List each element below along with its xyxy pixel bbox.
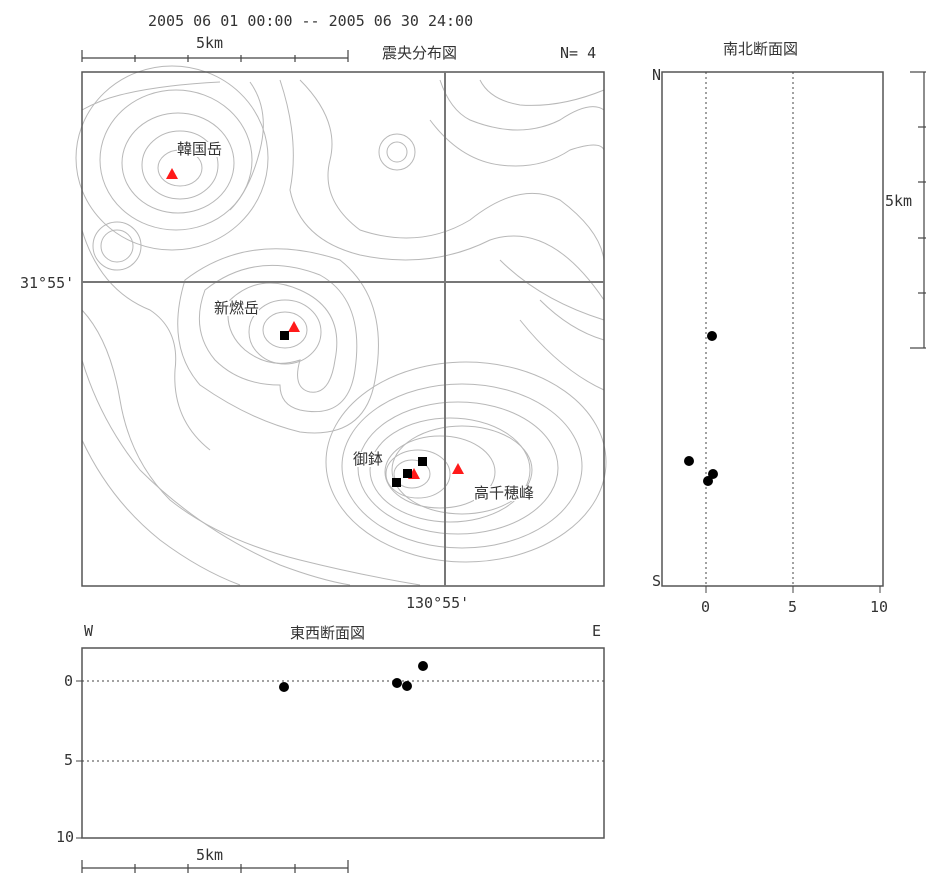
ns-section-title: 南北断面図: [723, 40, 799, 58]
ew-hypocenter: [402, 681, 412, 691]
map-scale-bar: [81, 50, 349, 62]
ew-hypocenter: [418, 661, 428, 671]
ew-y-tick: 10: [56, 828, 75, 846]
ew-west-label: W: [84, 622, 94, 640]
ew-hypocenter: [392, 678, 402, 688]
volcano-label-ohachi: 御鉢: [353, 450, 384, 468]
longitude-label: 130°55': [406, 594, 470, 612]
ns-south-label: S: [652, 572, 662, 590]
ew-y-tick: 0: [64, 672, 74, 690]
epicenter-marker: [403, 469, 412, 478]
map-title: 震央分布図: [382, 44, 458, 62]
volcano-label-takachiho: 高千穂峰: [474, 484, 535, 502]
volcano-marker-karakunidake: [166, 168, 178, 179]
volcano-label-karakunidake: 韓国岳: [177, 140, 223, 158]
ns-hypocenter: [684, 456, 694, 466]
volcano-marker-takachiho: [452, 463, 464, 474]
volcano-marker-shinmoedake: [288, 321, 300, 332]
ns-hypocenter: [708, 469, 718, 479]
event-count: N= 4: [560, 44, 597, 62]
ew-section-title: 東西断面図: [290, 624, 366, 642]
ns-x-tick: 10: [870, 598, 889, 616]
ns-north-label: N: [652, 66, 662, 84]
ew-scale-label: 5km: [196, 846, 224, 864]
ns-hypocenter: [703, 476, 713, 486]
ns-scale-bar: [910, 71, 926, 349]
ns-x-tick: 0: [701, 598, 711, 616]
map-frame: [81, 71, 605, 587]
ns-scale-label: 5km: [885, 192, 913, 210]
ew-y-tick: 5: [64, 751, 74, 769]
latitude-label: 31°55': [20, 274, 75, 292]
ew-east-label: E: [592, 622, 602, 640]
ns-x-tick: 5: [788, 598, 798, 616]
ew-section-plot: [76, 647, 605, 839]
epicenter-marker: [418, 457, 427, 466]
epicenter-marker: [392, 478, 401, 487]
volcano-label-shinmoedake: 新燃岳: [214, 299, 260, 317]
map-scale-label: 5km: [196, 34, 224, 52]
ns-hypocenter: [707, 331, 717, 341]
topographic-contours: [75, 65, 607, 586]
period-label: 2005 06 01 00:00 -- 2005 06 30 24:00: [148, 12, 474, 30]
epicenter-marker: [280, 331, 289, 340]
ew-hypocenter: [279, 682, 289, 692]
ew-scale-bar: [81, 860, 349, 873]
ns-section-plot: [661, 71, 884, 593]
